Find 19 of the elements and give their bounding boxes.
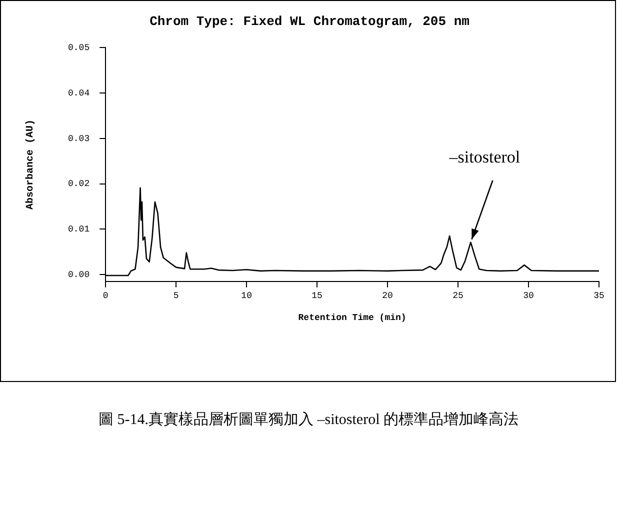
- annotation: –sitosterol: [448, 147, 520, 166]
- x-tick-label: 35: [594, 291, 604, 302]
- chart-title: Chrom Type: Fixed WL Chromatogram, 205 nm: [150, 14, 470, 30]
- x-axis-title: Retention Time (min): [298, 312, 406, 323]
- x-tick-label: 5: [173, 291, 179, 302]
- x-tick-label: 20: [382, 291, 393, 302]
- y-axis-title: Absorbance (AU): [24, 119, 37, 210]
- y-tick-label: 0.02: [68, 179, 90, 190]
- x-tick-label: 30: [523, 291, 534, 302]
- y-tick-label: 0.00: [68, 270, 90, 280]
- x-tick-label: 10: [241, 291, 252, 302]
- y-tick-label: 0.04: [68, 88, 90, 98]
- y-tick-label: 0.01: [68, 224, 90, 235]
- x-tick-label: 25: [452, 291, 464, 302]
- y-tick-label: 0.03: [68, 134, 90, 144]
- y-tick-label: 0.05: [68, 42, 90, 53]
- caption: 圖 5-14.真實樣品層析圖單獨加入 –sitosterol 的標準品增加峰高法: [98, 410, 520, 429]
- x-tick-label: 0: [102, 291, 108, 302]
- x-tick-label: 15: [312, 291, 322, 302]
